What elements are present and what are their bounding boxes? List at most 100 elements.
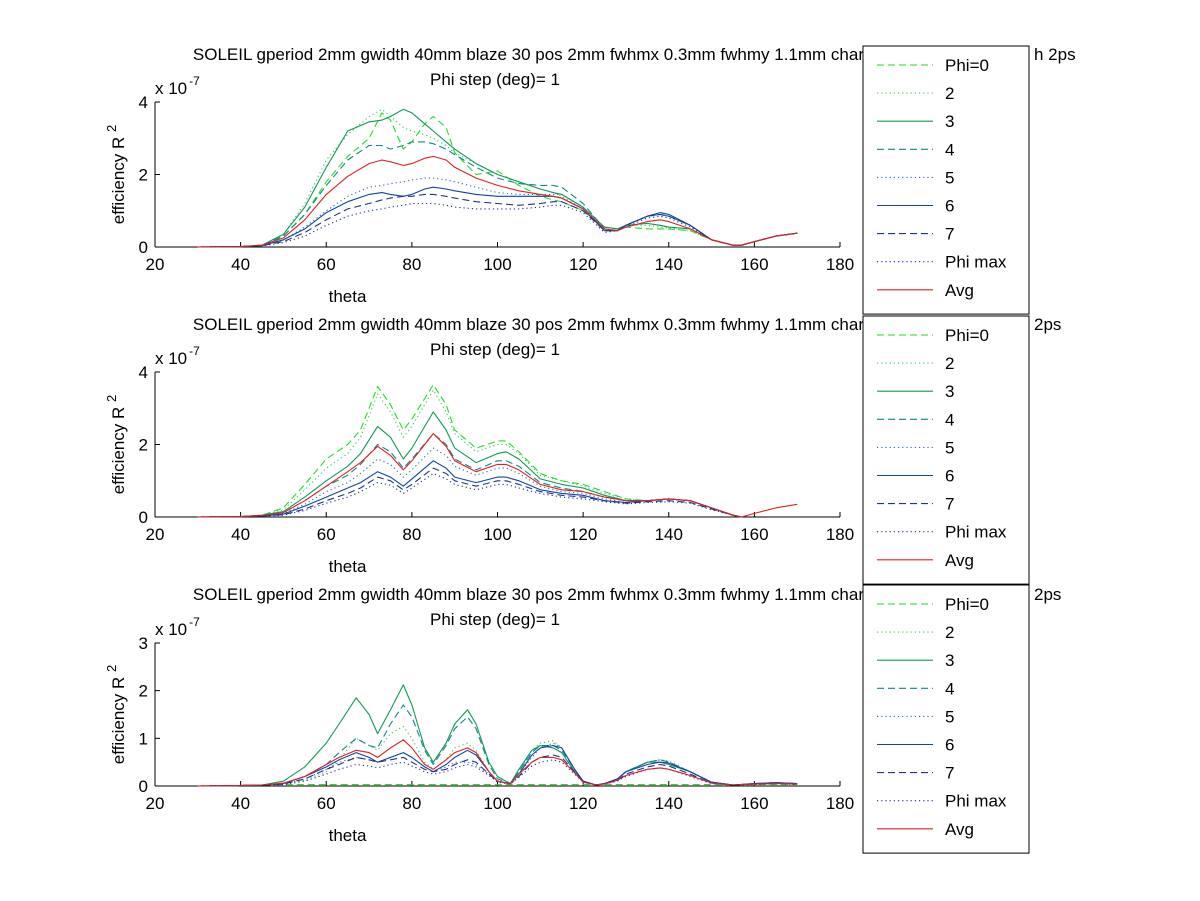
- x-tick-label: 40: [231, 794, 250, 813]
- x-tick-label: 20: [146, 255, 165, 274]
- x-axis-label: theta: [329, 557, 367, 576]
- y-tick-label: 0: [139, 238, 148, 257]
- x-tick-label: 80: [402, 794, 421, 813]
- x-tick-label: 100: [483, 794, 511, 813]
- legend-label: 2: [945, 354, 954, 373]
- y-tick-label: 3: [139, 634, 148, 653]
- legend-label: Phi=0: [945, 595, 989, 614]
- x-tick-label: 80: [402, 525, 421, 544]
- legend-label: 2: [945, 84, 954, 103]
- legend-label: 5: [945, 438, 954, 457]
- x-tick-label: 60: [317, 255, 336, 274]
- y-tick-label: 4: [139, 93, 148, 112]
- series-line-phi-0: [197, 784, 798, 787]
- legend: Phi=0 2 3 4 5 6 7 Phi max Avg: [862, 584, 1030, 854]
- legend-box: [862, 584, 1030, 854]
- legend-label: 4: [945, 679, 954, 698]
- x-tick-label: 160: [740, 794, 768, 813]
- legend-label: 2: [945, 623, 954, 642]
- series-line-4: [197, 704, 798, 787]
- x-tick-label: 120: [569, 525, 597, 544]
- y-tick-label: 2: [139, 682, 148, 701]
- legend-label: 3: [945, 112, 954, 131]
- chart-title-tail: h 2ps: [1034, 45, 1076, 64]
- y-axis-label: efficiency R 2: [104, 395, 128, 495]
- x-tick-label: 120: [569, 794, 597, 813]
- series-line-avg: [197, 739, 798, 787]
- legend-label: Phi max: [945, 792, 1007, 811]
- legend-label: 3: [945, 382, 954, 401]
- chart-title: SOLEIL gperiod 2mm gwidth 40mm blaze 30 …: [193, 45, 897, 64]
- series-line-4: [197, 141, 798, 248]
- legend-label: 4: [945, 410, 954, 429]
- legend-label: Avg: [945, 281, 974, 300]
- axis-exponent: x 10 -7: [155, 74, 200, 98]
- chart-title-tail: 2ps: [1034, 315, 1061, 334]
- x-tick-label: 180: [826, 525, 854, 544]
- series-line-avg: [197, 155, 798, 248]
- legend-label: Phi=0: [945, 56, 989, 75]
- y-tick-label: 0: [139, 508, 148, 527]
- y-tick-label: 2: [139, 166, 148, 185]
- chart-subtitle: Phi step (deg)= 1: [430, 340, 560, 359]
- x-tick-label: 100: [483, 255, 511, 274]
- chart-title: SOLEIL gperiod 2mm gwidth 40mm blaze 30 …: [193, 585, 897, 604]
- x-tick-label: 120: [569, 255, 597, 274]
- x-tick-label: 80: [402, 255, 421, 274]
- legend-label: 6: [945, 197, 954, 216]
- series-line-7: [197, 193, 798, 248]
- series-line-phi-0: [197, 112, 798, 248]
- series-line-avg: [197, 433, 798, 518]
- legend-label: 5: [945, 707, 954, 726]
- x-tick-label: 40: [231, 255, 250, 274]
- chart-subtitle: Phi step (deg)= 1: [430, 70, 560, 89]
- legend-label: 6: [945, 736, 954, 755]
- legend-label: 5: [945, 168, 954, 187]
- subplot-1: 20 40 60 80 100 120 140 160 180 0 2 4 x 10 -7 theta eff…: [104, 45, 1076, 315]
- legend-label: Phi max: [945, 523, 1007, 542]
- legend: Phi=0 2 3 4 5 6 7 Phi max Avg: [862, 45, 1030, 315]
- y-axis-label: efficiency R 2: [104, 665, 128, 765]
- legend-box: [862, 315, 1030, 585]
- legend-label: 7: [945, 225, 954, 244]
- chart-title: SOLEIL gperiod 2mm gwidth 40mm blaze 30 …: [193, 315, 897, 334]
- y-tick-label: 0: [139, 777, 148, 796]
- legend-label: 7: [945, 495, 954, 514]
- legend-box: [862, 45, 1030, 315]
- y-axis-label: efficiency R 2: [104, 125, 128, 225]
- legend-label: 7: [945, 764, 954, 783]
- series-line-phi-max: [197, 759, 798, 787]
- legend-label: Phi max: [945, 253, 1007, 272]
- x-tick-label: 160: [740, 255, 768, 274]
- x-tick-label: 140: [655, 525, 683, 544]
- legend: Phi=0 2 3 4 5 6 7 Phi max Avg: [862, 315, 1030, 585]
- subplot-3: 20 40 60 80 100 120 140 160 180 0 1 2 3 x 10 -7 theta ef…: [104, 584, 1061, 854]
- x-tick-label: 100: [483, 525, 511, 544]
- subplot-2: 20 40 60 80 100 120 140 160 180 0 2 4 x 10 -7 theta eff…: [104, 315, 1061, 585]
- legend-label: 4: [945, 140, 954, 159]
- x-tick-label: 20: [146, 794, 165, 813]
- y-tick-label: 1: [139, 729, 148, 748]
- y-tick-label: 4: [139, 363, 148, 382]
- x-tick-label: 180: [826, 794, 854, 813]
- series-line-7: [197, 754, 798, 787]
- x-tick-label: 60: [317, 794, 336, 813]
- x-tick-label: 40: [231, 525, 250, 544]
- chart-subtitle: Phi step (deg)= 1: [430, 610, 560, 629]
- x-tick-label: 20: [146, 525, 165, 544]
- x-tick-label: 60: [317, 525, 336, 544]
- axis-exponent: x 10 -7: [155, 615, 200, 639]
- x-tick-label: 140: [655, 794, 683, 813]
- x-tick-label: 180: [826, 255, 854, 274]
- chart-title-tail: 2ps: [1034, 585, 1061, 604]
- legend-label: Avg: [945, 820, 974, 839]
- series-line-7: [197, 467, 742, 518]
- legend-label: Phi=0: [945, 326, 989, 345]
- x-axis-label: theta: [329, 826, 367, 845]
- series-line-phi-max: [197, 202, 798, 248]
- x-tick-label: 140: [655, 255, 683, 274]
- x-axis-label: theta: [329, 287, 367, 306]
- x-tick-label: 160: [740, 525, 768, 544]
- legend-label: Avg: [945, 551, 974, 570]
